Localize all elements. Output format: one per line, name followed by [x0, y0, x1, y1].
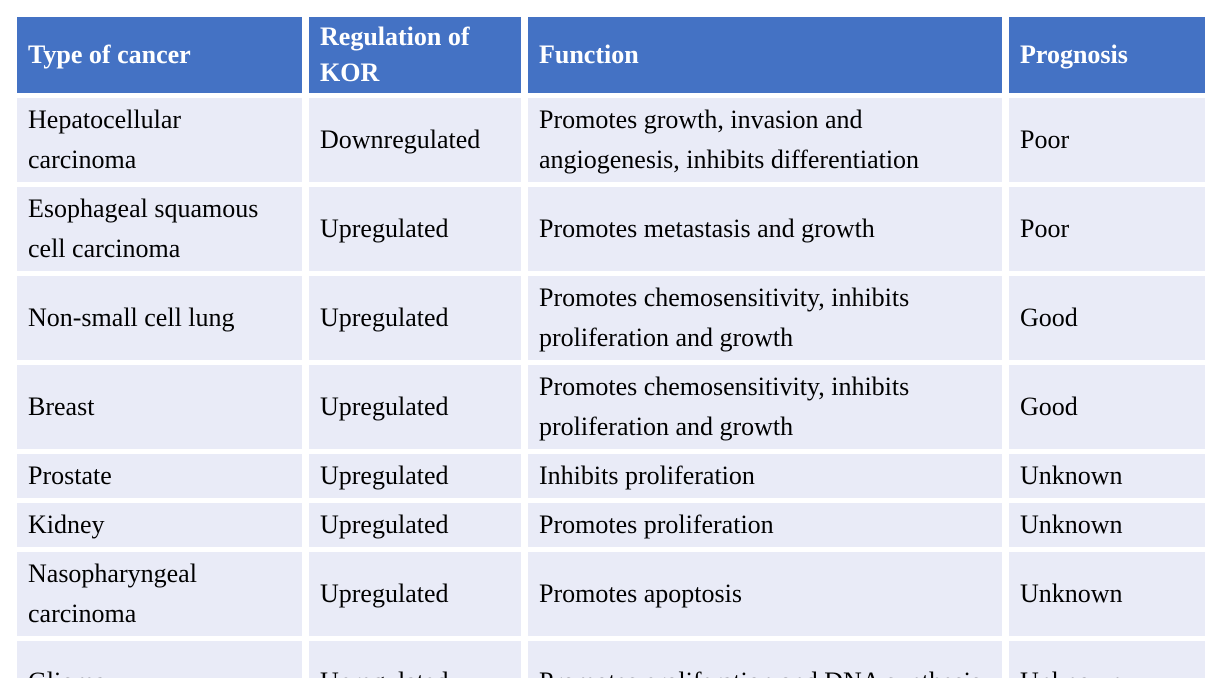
- table-header-row: Type of cancer Regulation of KOR Functio…: [17, 17, 1205, 93]
- cell-cancer-type: Non-small cell lung: [17, 276, 302, 360]
- cell-function: Promotes growth, invasion and angiogenes…: [528, 98, 1002, 182]
- cell-cancer-type: Esophageal squamous cell carcinoma: [17, 187, 302, 271]
- cell-function: Promotes metastasis and growth: [528, 187, 1002, 271]
- table-row-glioma: Glioma Upregulated Promotes proliferatio…: [17, 641, 1205, 678]
- header-cell-prognosis: Prognosis: [1009, 17, 1205, 93]
- table-row-hepatocellular: Hepatocellular carcinoma Downregulated P…: [17, 98, 1205, 182]
- cell-cancer-type: Nasopharyngeal carcinoma: [17, 552, 302, 636]
- cell-regulation: Upregulated: [309, 187, 521, 271]
- cell-cancer-type: Glioma: [17, 641, 302, 678]
- cell-regulation: Upregulated: [309, 641, 521, 678]
- table-row-esophageal: Esophageal squamous cell carcinoma Upreg…: [17, 187, 1205, 271]
- cell-function: Promotes chemosensitivity, inhibits prol…: [528, 365, 1002, 449]
- table-row-breast: Breast Upregulated Promotes chemosensiti…: [17, 365, 1205, 449]
- table-row-non-small-cell-lung: Non-small cell lung Upregulated Promotes…: [17, 276, 1205, 360]
- cell-prognosis: Good: [1009, 365, 1205, 449]
- cell-function: Promotes apoptosis: [528, 552, 1002, 636]
- cell-prognosis: Unknown: [1009, 641, 1205, 678]
- header-cell-type-of-cancer: Type of cancer: [17, 17, 302, 93]
- table-row-kidney: Kidney Upregulated Promotes proliferatio…: [17, 503, 1205, 547]
- table-row-nasopharyngeal: Nasopharyngeal carcinoma Upregulated Pro…: [17, 552, 1205, 636]
- header-cell-regulation-of-kor: Regulation of KOR: [309, 17, 521, 93]
- cell-regulation: Upregulated: [309, 503, 521, 547]
- cell-prognosis: Poor: [1009, 187, 1205, 271]
- cell-cancer-type: Prostate: [17, 454, 302, 498]
- cell-function: Promotes chemosensitivity, inhibits prol…: [528, 276, 1002, 360]
- cell-function: Inhibits proliferation: [528, 454, 1002, 498]
- cell-regulation: Upregulated: [309, 276, 521, 360]
- cell-regulation: Downregulated: [309, 98, 521, 182]
- cell-prognosis: Good: [1009, 276, 1205, 360]
- header-cell-function: Function: [528, 17, 1002, 93]
- cell-prognosis: Unknown: [1009, 503, 1205, 547]
- table-row-prostate: Prostate Upregulated Inhibits proliferat…: [17, 454, 1205, 498]
- cell-prognosis: Unknown: [1009, 552, 1205, 636]
- cell-cancer-type: Kidney: [17, 503, 302, 547]
- cell-cancer-type: Hepatocellular carcinoma: [17, 98, 302, 182]
- cell-regulation: Upregulated: [309, 365, 521, 449]
- cell-regulation: Upregulated: [309, 454, 521, 498]
- cancer-kor-table: Type of cancer Regulation of KOR Functio…: [10, 12, 1212, 678]
- cell-function: Promotes proliferation: [528, 503, 1002, 547]
- cell-cancer-type: Breast: [17, 365, 302, 449]
- cell-prognosis: Poor: [1009, 98, 1205, 182]
- cell-prognosis: Unknown: [1009, 454, 1205, 498]
- cell-regulation: Upregulated: [309, 552, 521, 636]
- cell-function: Promotes proliferation and DNA synthesis: [528, 641, 1002, 678]
